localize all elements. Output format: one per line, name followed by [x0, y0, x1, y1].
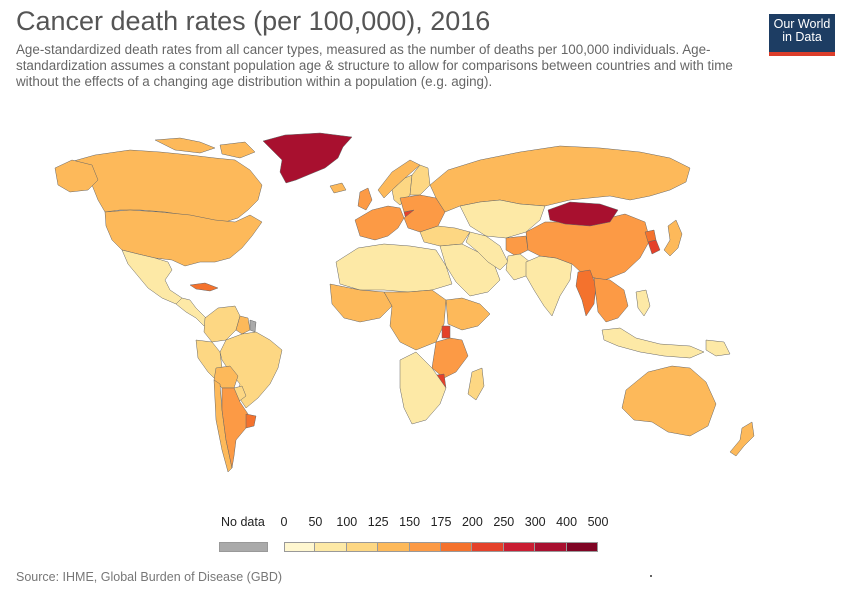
region-southern-africa[interactable]: [399, 351, 447, 425]
region-greenland[interactable]: [262, 132, 353, 184]
region-horn-of-africa[interactable]: [445, 297, 491, 331]
region-madagascar[interactable]: [467, 367, 485, 401]
legend-swatch-200-250[interactable]: [472, 542, 504, 552]
legend-tick-250: 250: [493, 515, 515, 529]
logo-line-2: in Data: [782, 30, 822, 44]
legend-swatch-50-100[interactable]: [315, 542, 347, 552]
region-united-kingdom[interactable]: [357, 187, 373, 211]
legend-tick-50: 50: [308, 515, 323, 529]
world-map[interactable]: [0, 95, 850, 515]
legend-no-data-swatch[interactable]: [219, 542, 268, 552]
legend-tick-175: 175: [430, 515, 452, 529]
region-uruguay[interactable]: [245, 413, 257, 429]
region-canada[interactable]: [69, 149, 263, 223]
legend-tick-150: 150: [399, 515, 421, 529]
legend-tick-125: 125: [367, 515, 389, 529]
legend-swatch-250-300[interactable]: [503, 542, 536, 552]
region-mexico[interactable]: [121, 249, 183, 305]
legend-tick-300: 300: [524, 515, 546, 529]
region-malaysia-indonesia[interactable]: [601, 327, 705, 359]
logo-line-1: Our World: [773, 17, 831, 31]
legend-swatch-125-150[interactable]: [378, 542, 410, 552]
legend-swatch-175-200[interactable]: [441, 542, 473, 552]
region-argentina[interactable]: [221, 387, 249, 469]
region-russia[interactable]: [429, 145, 691, 213]
region-turkey-caucasus[interactable]: [419, 225, 471, 247]
source-note: Source: IHME, Global Burden of Disease (…: [16, 570, 283, 584]
region-west-africa[interactable]: [329, 283, 393, 323]
region-alaska[interactable]: [54, 159, 99, 193]
region-papua-new-guinea[interactable]: [705, 339, 731, 357]
region-australia[interactable]: [621, 365, 717, 437]
legend-tick-100: 100: [336, 515, 358, 529]
region-norway[interactable]: [377, 159, 421, 199]
legend-swatch-150-175[interactable]: [409, 542, 441, 552]
region-guyana-suriname[interactable]: [235, 315, 251, 335]
region-mongolia[interactable]: [547, 201, 619, 227]
region-philippines[interactable]: [635, 289, 651, 317]
region-french-guiana[interactable]: [249, 319, 257, 333]
region-iceland[interactable]: [329, 182, 347, 194]
region-central-africa[interactable]: [383, 289, 447, 351]
region-east-africa[interactable]: [431, 337, 469, 379]
region-indochina[interactable]: [593, 277, 629, 323]
legend-tick-0: 0: [280, 515, 288, 529]
chart-title: Cancer death rates (per 100,000), 2016: [16, 6, 491, 36]
region-uganda[interactable]: [441, 325, 451, 339]
region-middle-east[interactable]: [439, 243, 501, 297]
legend-swatch-0-50[interactable]: [284, 542, 316, 552]
region-central-asia[interactable]: [459, 199, 546, 239]
region-cuba[interactable]: [189, 282, 219, 292]
chart-subtitle: Age-standardized death rates from all ca…: [16, 42, 733, 89]
legend-tick-500: 500: [587, 515, 609, 529]
region-iran[interactable]: [465, 231, 509, 271]
region-japan[interactable]: [663, 219, 683, 257]
legend-no-data-label: No data: [221, 515, 265, 529]
legend-swatch-100-125[interactable]: [346, 542, 379, 552]
legend-swatch-300-400[interactable]: [535, 542, 567, 552]
owid-logo[interactable]: Our World in Data: [769, 14, 835, 56]
legend-tick-200: 200: [461, 515, 483, 529]
stray-dot: [650, 575, 652, 577]
region-north-africa[interactable]: [335, 243, 453, 293]
region-canada-arctic[interactable]: [154, 137, 256, 159]
legend-tick-400: 400: [556, 515, 578, 529]
region-afghanistan[interactable]: [505, 235, 529, 257]
region-myanmar[interactable]: [575, 269, 597, 317]
legend-swatch-400-500[interactable]: [566, 542, 598, 552]
region-south-korea[interactable]: [647, 239, 661, 255]
region-western-europe[interactable]: [354, 205, 405, 241]
region-india[interactable]: [525, 255, 573, 317]
region-new-zealand[interactable]: [729, 421, 755, 457]
logo-accent-bar: [769, 52, 835, 56]
region-brazil[interactable]: [219, 331, 283, 409]
